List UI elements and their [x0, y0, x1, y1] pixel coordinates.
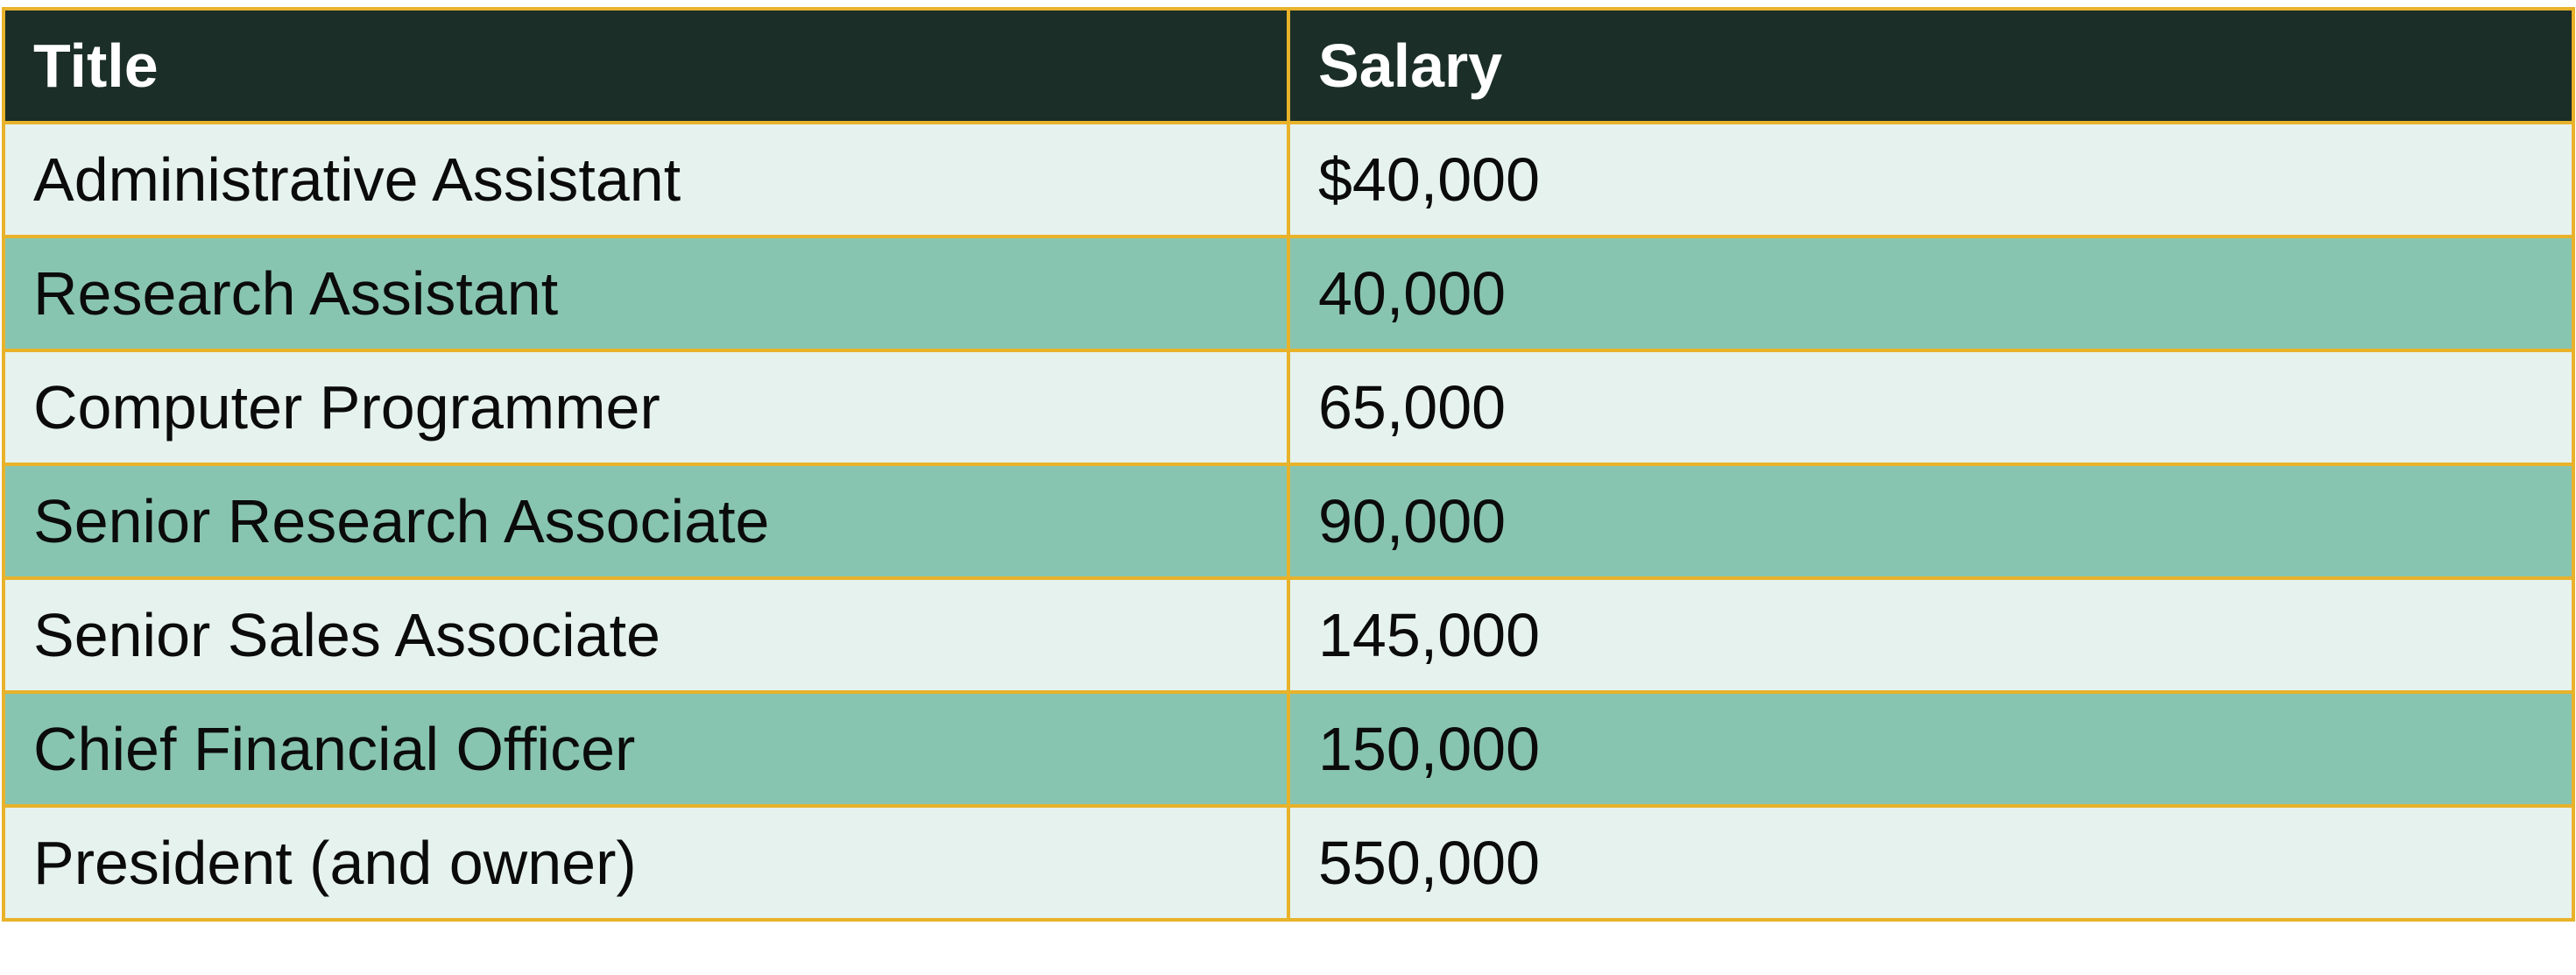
title-cell: Senior Sales Associate	[2, 576, 1290, 694]
title-cell: Research Assistant	[2, 235, 1290, 352]
table-row: Chief Financial Officer 150,000	[2, 690, 2575, 808]
title-cell: Administrative Assistant	[2, 121, 1290, 238]
title-cell: Senior Research Associate	[2, 463, 1290, 580]
salary-cell: 40,000	[1287, 235, 2575, 352]
table-row: President (and owner) 550,000	[2, 804, 2575, 922]
salary-cell: 145,000	[1287, 576, 2575, 694]
salary-cell: 65,000	[1287, 349, 2575, 466]
salary-table: Title Salary Administrative Assistant $4…	[2, 7, 2575, 922]
salary-cell: $40,000	[1287, 121, 2575, 238]
salary-cell: 90,000	[1287, 463, 2575, 580]
column-header-title: Title	[2, 7, 1290, 124]
table-row: Senior Sales Associate 145,000	[2, 576, 2575, 694]
title-cell: Chief Financial Officer	[2, 690, 1290, 808]
table-header: Title Salary	[2, 7, 2575, 124]
header-row: Title Salary	[2, 7, 2575, 124]
table-body: Administrative Assistant $40,000 Researc…	[2, 121, 2575, 922]
title-cell: President (and owner)	[2, 804, 1290, 922]
table-row: Senior Research Associate 90,000	[2, 463, 2575, 580]
table-row: Administrative Assistant $40,000	[2, 121, 2575, 238]
title-cell: Computer Programmer	[2, 349, 1290, 466]
column-header-salary: Salary	[1287, 7, 2575, 124]
salary-cell: 150,000	[1287, 690, 2575, 808]
salary-cell: 550,000	[1287, 804, 2575, 922]
table-row: Computer Programmer 65,000	[2, 349, 2575, 466]
table-row: Research Assistant 40,000	[2, 235, 2575, 352]
